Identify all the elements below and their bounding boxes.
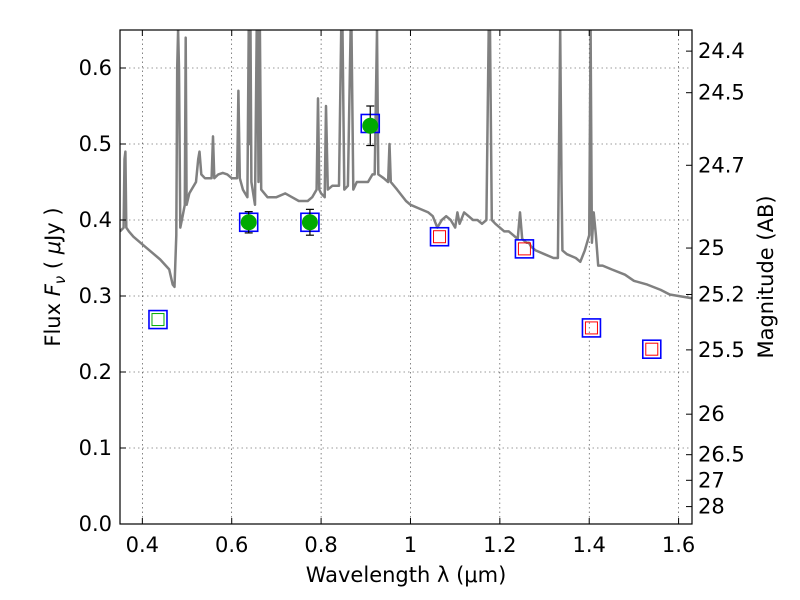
y2-tick-labels: 24.4 24.5 24.7 25 25.2 25.5 26 26.527 28 xyxy=(698,39,745,518)
y-tick-label: 0.1 xyxy=(79,436,112,460)
y2-tick-label: 24.4 xyxy=(698,39,745,63)
red-open-square-marker xyxy=(645,342,659,356)
x-tick-label: 0.4 xyxy=(126,533,159,557)
grid-lines xyxy=(120,30,692,525)
y-tick-labels: 0.0 0.1 0.2 0.3 0.4 0.5 0.6 xyxy=(79,56,112,536)
green-detection-marker xyxy=(301,214,318,231)
axis-ticks xyxy=(120,30,692,525)
model-flux-square xyxy=(148,309,168,330)
red-open-square-marker xyxy=(584,321,598,335)
x-tick-label: 0.6 xyxy=(215,533,248,557)
y-tick-label: 0.5 xyxy=(79,132,112,156)
model-flux-square xyxy=(429,226,450,247)
data-markers xyxy=(148,105,662,360)
x-tick-label: 1 xyxy=(404,533,417,557)
x-axis-title: Wavelength λ (μm) xyxy=(306,563,507,587)
y-tick-label: 0.6 xyxy=(79,56,112,80)
y-tick-label: 0.0 xyxy=(79,512,112,536)
x-tick-label: 1.4 xyxy=(573,533,606,557)
model-flux-square xyxy=(641,339,662,360)
model-spectrum-line xyxy=(120,30,692,300)
plot-frame xyxy=(119,29,693,525)
y2-tick-label: 26 xyxy=(698,402,725,426)
y-axis-title: Flux Fν ( μJy ) xyxy=(41,207,69,346)
plot-area xyxy=(120,30,692,300)
y-tick-label: 0.2 xyxy=(79,360,112,384)
y2-tick-label: 26.5 xyxy=(698,443,745,467)
green-detection-marker xyxy=(362,117,379,134)
y2-tick-label: 25.5 xyxy=(698,338,745,362)
y2-tick-label: 24.5 xyxy=(698,81,745,105)
y2-tick-label: 28 xyxy=(698,495,725,519)
x-tick-label: 0.8 xyxy=(304,533,337,557)
y2-axis-title: Magnitude (AB) xyxy=(754,195,778,358)
y2-tick-label: 25.2 xyxy=(698,282,745,306)
red-open-square-marker xyxy=(517,242,531,256)
x-tick-label: 1.2 xyxy=(483,533,516,557)
green-open-square-marker xyxy=(151,313,165,327)
model-flux-square xyxy=(581,318,602,338)
green-detection-marker xyxy=(240,214,257,231)
model-flux-square xyxy=(514,239,535,259)
y-tick-label: 0.4 xyxy=(79,208,112,232)
x-tick-label: 1.6 xyxy=(662,533,695,557)
x-tick-labels: 0.4 0.6 0.8 1 1.2 1.4 1.6 xyxy=(126,533,696,557)
red-open-square-marker xyxy=(433,230,447,244)
y-tick-label: 0.3 xyxy=(79,284,112,308)
y2-tick-label: 24.7 xyxy=(698,153,745,177)
y2-tick-label: 27 xyxy=(698,468,725,492)
y2-tick-label: 25 xyxy=(698,236,725,260)
